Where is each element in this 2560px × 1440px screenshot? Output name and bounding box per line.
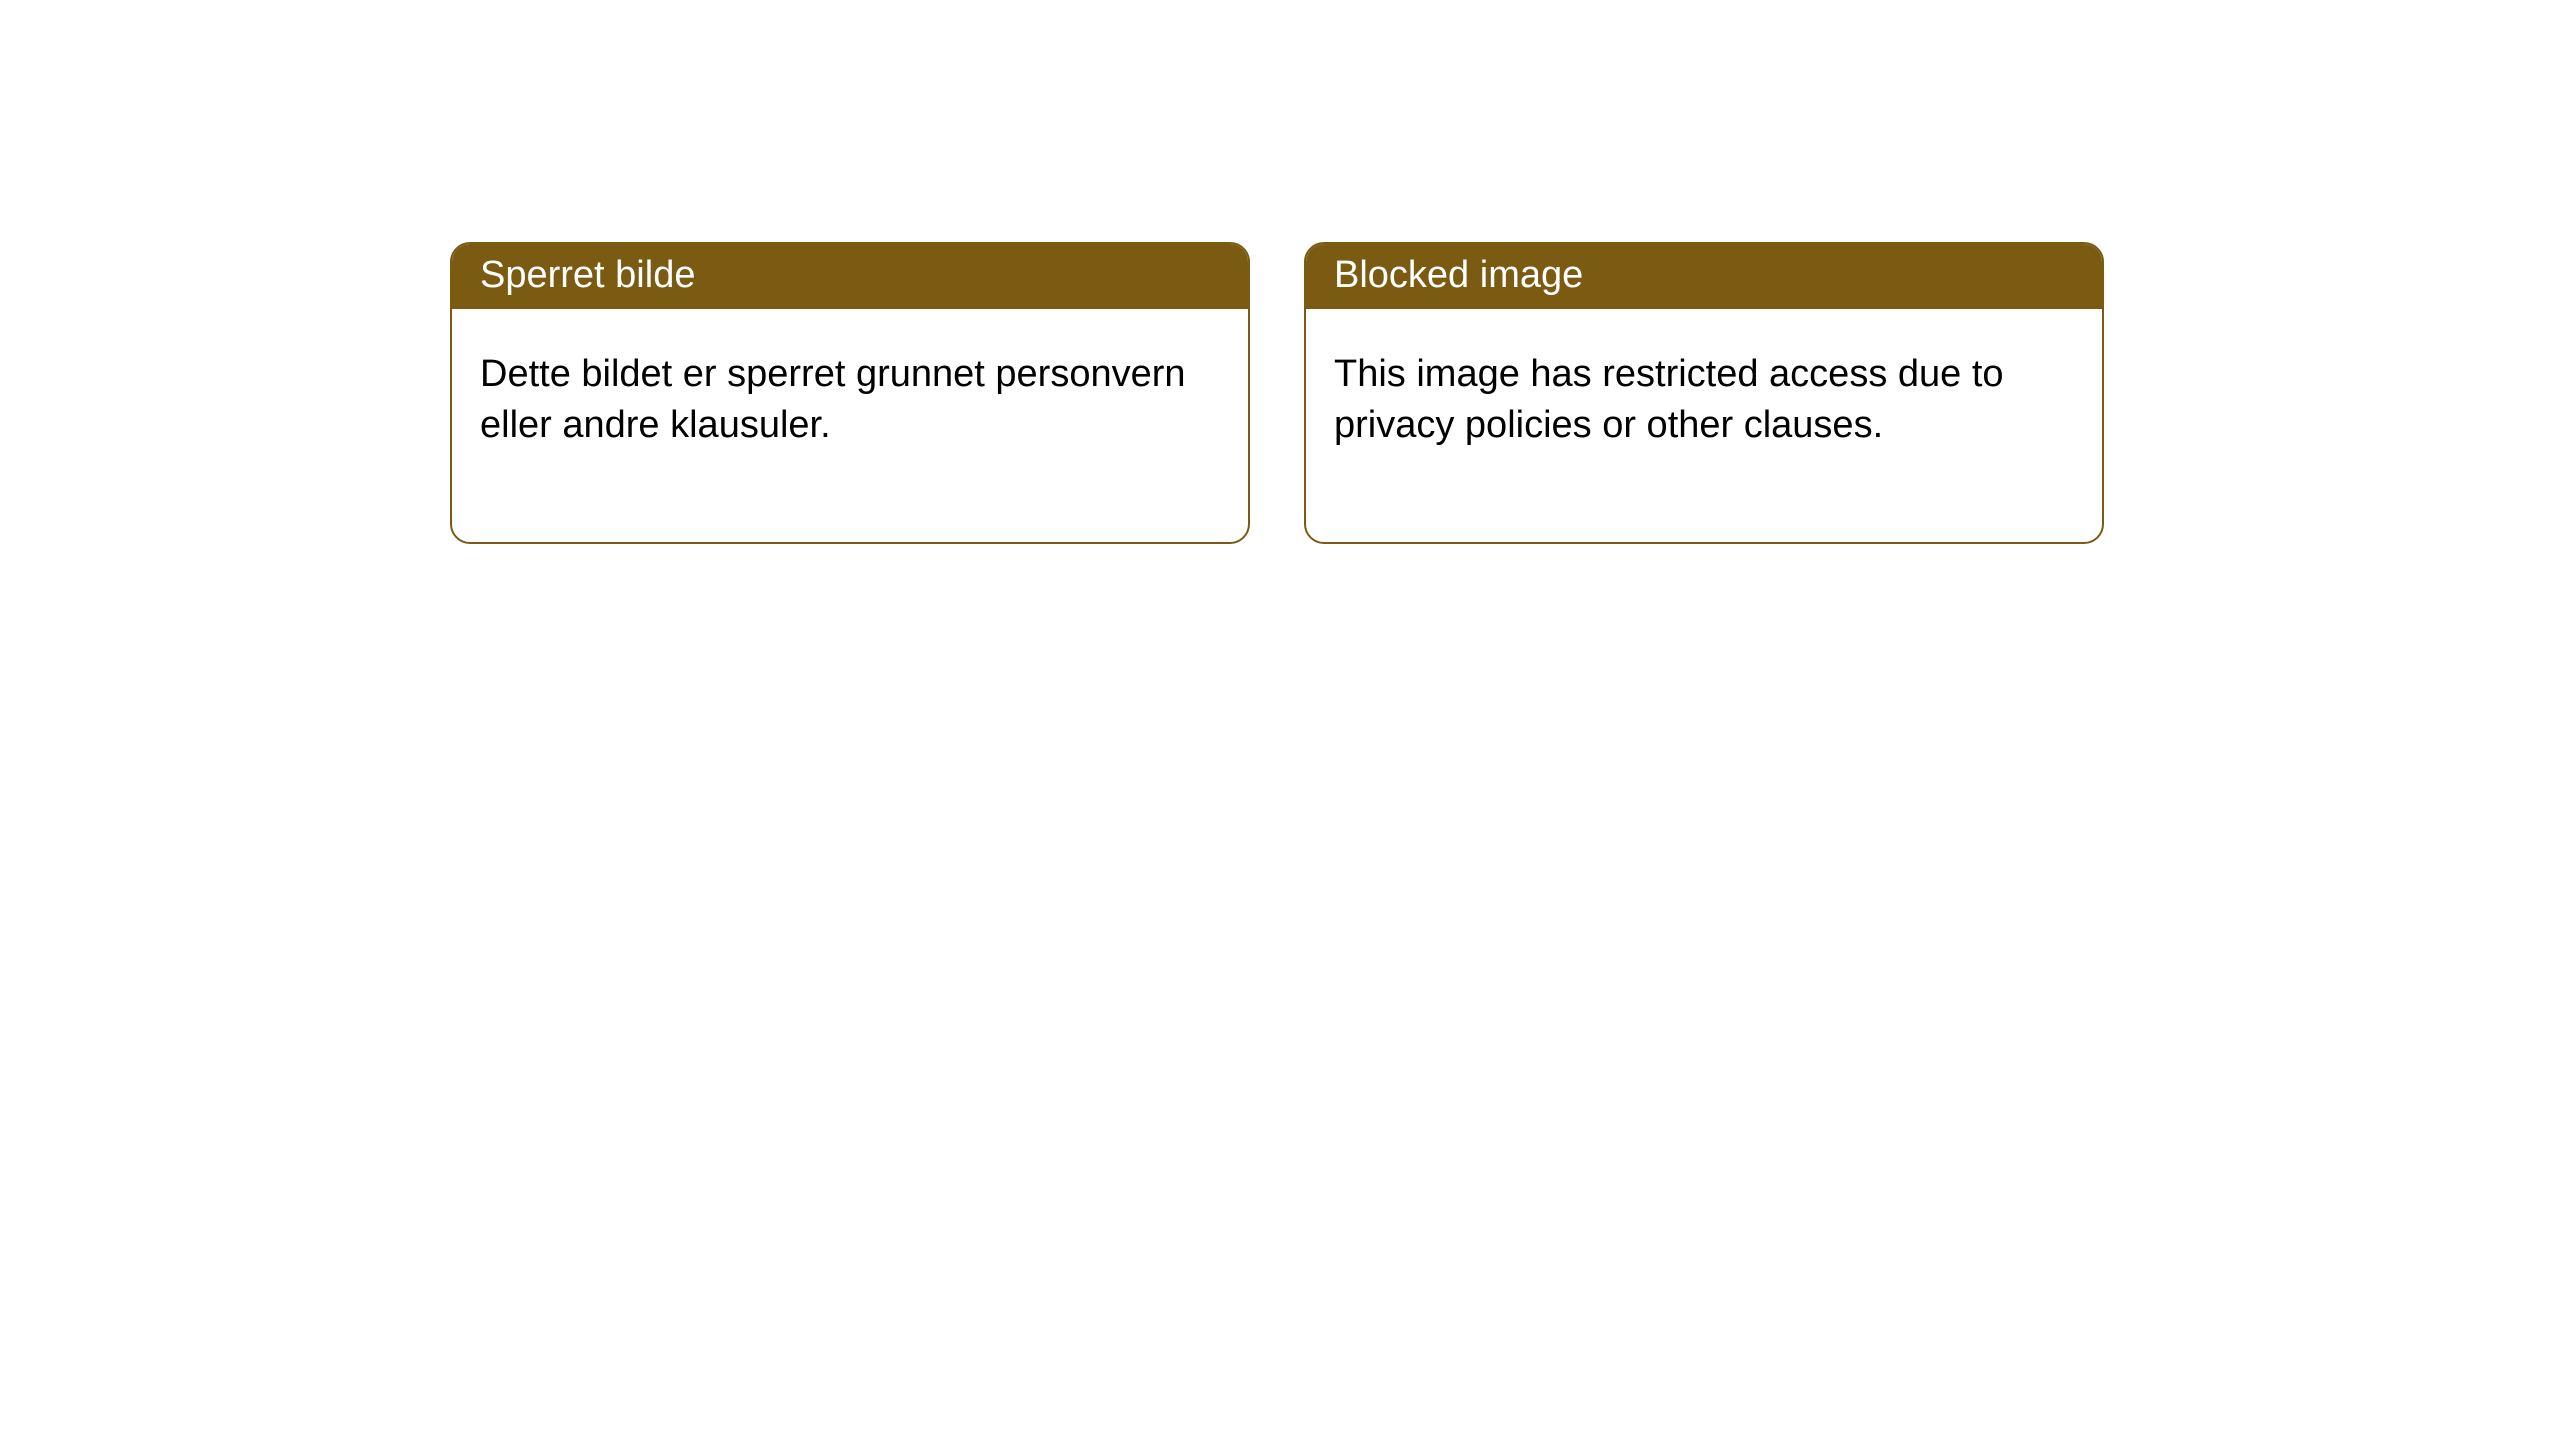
card-header: Blocked image [1306, 244, 2102, 309]
card-body: This image has restricted access due to … [1306, 309, 2102, 542]
blocked-image-card-no: Sperret bilde Dette bildet er sperret gr… [450, 242, 1250, 544]
card-title: Sperret bilde [480, 254, 695, 296]
blocked-image-card-en: Blocked image This image has restricted … [1304, 242, 2104, 544]
card-title: Blocked image [1334, 254, 1583, 296]
card-body-text: Dette bildet er sperret grunnet personve… [480, 353, 1186, 446]
card-header: Sperret bilde [452, 244, 1248, 309]
card-body-text: This image has restricted access due to … [1334, 353, 2004, 446]
notice-container: Sperret bilde Dette bildet er sperret gr… [0, 0, 2560, 544]
card-body: Dette bildet er sperret grunnet personve… [452, 309, 1248, 542]
